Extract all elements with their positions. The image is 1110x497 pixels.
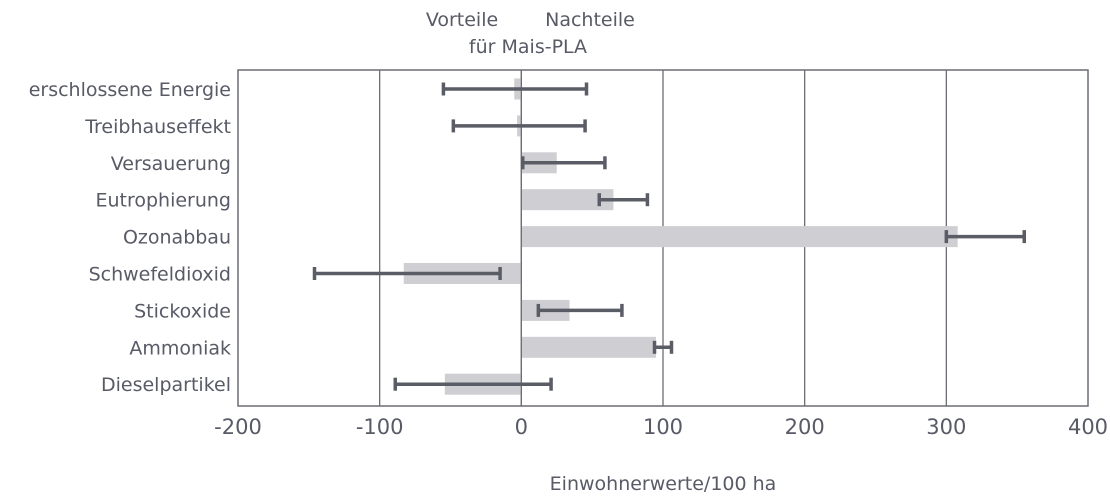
x-tick-label: 200 (785, 415, 825, 439)
top-label-sub: für Mais-PLA (469, 36, 587, 58)
x-tick-label: 400 (1068, 415, 1108, 439)
plot-frame (237, 69, 1089, 407)
x-tick-label: 100 (643, 415, 683, 439)
top-label-left: Vorteile (426, 9, 498, 31)
category-label: Ammoniak (129, 337, 231, 359)
x-tick-label: 300 (926, 415, 966, 439)
bar (521, 226, 958, 248)
category-label: Ozonabbau (123, 227, 231, 249)
category-label: Schwefeldioxid (89, 264, 231, 286)
top-label-right: Nachteile (545, 9, 635, 31)
category-label: Dieselpartikel (101, 374, 231, 396)
bar (521, 336, 656, 358)
x-tick-label: 0 (515, 415, 528, 439)
category-label: Versauerung (111, 153, 231, 175)
x-axis-label: Einwohnerwerte/100 ha (550, 473, 777, 495)
category-label: Treibhauseffekt (84, 116, 231, 138)
category-label: Stickoxide (134, 300, 231, 322)
plot-area: erschlossene Energie Treibhauseffekt Versa… (29, 69, 1108, 439)
x-tick-label: -100 (356, 415, 404, 439)
category-label: erschlossene Energie (29, 79, 231, 101)
x-tick-label: -200 (214, 415, 262, 439)
bar (521, 189, 614, 211)
category-label: Eutrophierung (95, 190, 231, 212)
